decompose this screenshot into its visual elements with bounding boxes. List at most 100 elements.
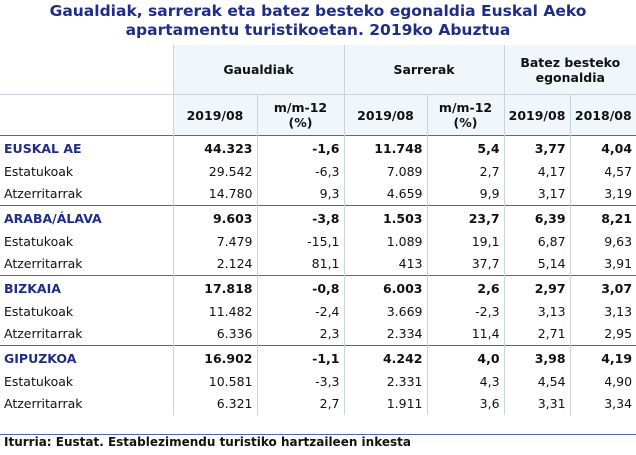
col-header: 2018/08 bbox=[569, 94, 636, 136]
row-label: Atzerritarrak bbox=[4, 186, 83, 202]
table-cell: 5,14 bbox=[503, 252, 571, 276]
header-corner bbox=[0, 45, 173, 95]
table-cell: -2,3 bbox=[426, 300, 505, 323]
table-cell: 4,04 bbox=[569, 135, 636, 160]
table-cell: 7.089 bbox=[343, 160, 428, 183]
table-cell: 4.659 bbox=[343, 182, 428, 206]
col-header: 2019/08 bbox=[172, 94, 257, 136]
table-cell: 81,1 bbox=[256, 252, 345, 276]
group-header-gaualdiak: Gaualdiak bbox=[172, 45, 345, 95]
col-header: m/m-12 (%) bbox=[426, 94, 505, 136]
table-row: Atzerritarrak 2.124 81,1 413 37,7 5,14 3,91 bbox=[0, 252, 636, 276]
table-cell: -0,8 bbox=[256, 275, 345, 300]
table-cell: 3,6 bbox=[426, 392, 505, 415]
table-cell: 19,1 bbox=[426, 230, 505, 253]
table-cell: 11.748 bbox=[343, 135, 428, 160]
table-cell: 4,19 bbox=[569, 345, 636, 370]
table-cell: 2.331 bbox=[343, 370, 428, 393]
table-cell: 3,31 bbox=[503, 392, 571, 415]
table-cell: 44.323 bbox=[172, 135, 257, 160]
table-cell: 4,0 bbox=[426, 345, 505, 370]
row-label: ARABA/ÁLAVA bbox=[0, 205, 173, 230]
row-label: GIPUZKOA bbox=[0, 345, 173, 370]
table-row: Estatukoak 11.482 -2,4 3.669 -2,3 3,13 3,13 bbox=[0, 300, 636, 323]
table-cell: 2,6 bbox=[426, 275, 505, 300]
table-cell: 2,97 bbox=[503, 275, 571, 300]
table-cell: 2.124 bbox=[172, 252, 257, 276]
table-cell: 23,7 bbox=[426, 205, 505, 230]
table-cell: 9,63 bbox=[569, 230, 636, 253]
table-cell: -15,1 bbox=[256, 230, 345, 253]
table-cell: -1,6 bbox=[256, 135, 345, 160]
row-label: Estatukoak bbox=[4, 303, 74, 319]
row-label: BIZKAIA bbox=[0, 275, 173, 300]
table-cell: 6.336 bbox=[172, 322, 257, 346]
row-label: Estatukoak bbox=[4, 233, 74, 249]
table-cell: 3,34 bbox=[569, 392, 636, 415]
table-cell: 4.242 bbox=[343, 345, 428, 370]
table-cell: 29.542 bbox=[172, 160, 257, 183]
header-group-row: Gaualdiak Sarrerak Batez besteko egonald… bbox=[0, 45, 636, 95]
row-label: Estatukoak bbox=[4, 373, 74, 389]
table-cell: 11.482 bbox=[172, 300, 257, 323]
table-cell: 11,4 bbox=[426, 322, 505, 346]
row-label: Atzerritarrak bbox=[4, 396, 83, 412]
table-cell: 1.911 bbox=[343, 392, 428, 415]
table-cell: 3,13 bbox=[503, 300, 571, 323]
data-table: Gaualdiak Sarrerak Batez besteko egonald… bbox=[0, 45, 636, 415]
table-row: Atzerritarrak 6.336 2,3 2.334 11,4 2,71 2,95 bbox=[0, 322, 636, 346]
table-cell: 9,3 bbox=[256, 182, 345, 206]
table-body: EUSKAL AE 44.323 -1,6 11.748 5,4 3,77 4,04 Esta… bbox=[0, 135, 636, 415]
table-row-region: EUSKAL AE 44.323 -1,6 11.748 5,4 3,77 4,04 bbox=[0, 135, 636, 160]
table-cell: -2,4 bbox=[256, 300, 345, 323]
table-cell: 5,4 bbox=[426, 135, 505, 160]
col-header: 2019/08 bbox=[503, 94, 571, 136]
table-cell: 3,07 bbox=[569, 275, 636, 300]
row-label: Atzerritarrak bbox=[4, 326, 83, 342]
table-row: Atzerritarrak 6.321 2,7 1.911 3,6 3,31 3,34 bbox=[0, 392, 636, 415]
title-line-1: Gaualdiak, sarrerak eta batez besteko eg… bbox=[49, 2, 587, 20]
table-cell: 4,3 bbox=[426, 370, 505, 393]
table-cell: 1.089 bbox=[343, 230, 428, 253]
row-label: EUSKAL AE bbox=[0, 135, 173, 160]
table-cell: -1,1 bbox=[256, 345, 345, 370]
table-cell: 3,77 bbox=[503, 135, 571, 160]
table-cell: 3.669 bbox=[343, 300, 428, 323]
table-row: Estatukoak 10.581 -3,3 2.331 4,3 4,54 4,90 bbox=[0, 370, 636, 393]
table-cell: 17.818 bbox=[172, 275, 257, 300]
table-cell: 1.503 bbox=[343, 205, 428, 230]
table-cell: -6,3 bbox=[256, 160, 345, 183]
group-header-egonaldia: Batez besteko egonaldia bbox=[503, 45, 636, 95]
table-row: Estatukoak 29.542 -6,3 7.089 2,7 4,17 4,57 bbox=[0, 160, 636, 183]
table-cell: 6.321 bbox=[172, 392, 257, 415]
table-row-region: GIPUZKOA 16.902 -1,1 4.242 4,0 3,98 4,19 bbox=[0, 345, 636, 370]
table-cell: 14.780 bbox=[172, 182, 257, 206]
table-cell: 8,21 bbox=[569, 205, 636, 230]
table-cell: -3,3 bbox=[256, 370, 345, 393]
col-header: m/m-12 (%) bbox=[256, 94, 345, 136]
table-cell: 4,57 bbox=[569, 160, 636, 183]
bottom-rule bbox=[0, 434, 636, 435]
table-row-region: BIZKAIA 17.818 -0,8 6.003 2,6 2,97 3,07 bbox=[0, 275, 636, 300]
table-cell: 2,71 bbox=[503, 322, 571, 346]
table-row: Estatukoak 7.479 -15,1 1.089 19,1 6,87 9,63 bbox=[0, 230, 636, 253]
table-cell: 9,9 bbox=[426, 182, 505, 206]
table-row: Atzerritarrak 14.780 9,3 4.659 9,9 3,17 3,19 bbox=[0, 182, 636, 206]
table-cell: 2,7 bbox=[426, 160, 505, 183]
header-corner-sub bbox=[0, 94, 173, 136]
table-cell: 4,17 bbox=[503, 160, 571, 183]
header-sub-row: 2019/08 m/m-12 (%) 2019/08 m/m-12 (%) 20… bbox=[0, 94, 636, 136]
table-cell: 3,91 bbox=[569, 252, 636, 276]
source-note: Iturria: Eustat. Establezimendu turistik… bbox=[4, 435, 411, 449]
table-cell: 2,3 bbox=[256, 322, 345, 346]
table-cell: 3,19 bbox=[569, 182, 636, 206]
table-cell: 3,17 bbox=[503, 182, 571, 206]
table-cell: 4,90 bbox=[569, 370, 636, 393]
table-cell: 6,39 bbox=[503, 205, 571, 230]
table-cell: 16.902 bbox=[172, 345, 257, 370]
group-header-sarrerak: Sarrerak bbox=[343, 45, 505, 95]
table-cell: 2,7 bbox=[256, 392, 345, 415]
title-line-2: apartamentu turistikoetan. 2019ko Abuztu… bbox=[125, 21, 511, 39]
table-cell: 4,54 bbox=[503, 370, 571, 393]
table-cell: 3,98 bbox=[503, 345, 571, 370]
